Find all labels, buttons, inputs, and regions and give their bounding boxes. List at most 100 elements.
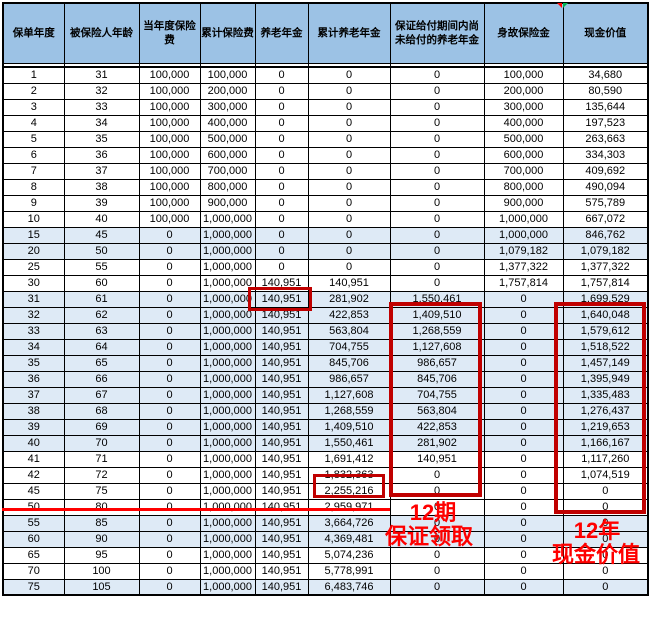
cell-pension-annuity: 140,951 [254, 322, 309, 340]
table-row: 60 90 0 1,000,000 140,951 4,369,481 0 0 0 [2, 530, 649, 548]
cell-cumulative-pension-annuity: 0 [307, 114, 391, 132]
cell-policy-year: 7 [2, 162, 65, 180]
cell-cumulative-premium: 1,000,000 [199, 242, 256, 260]
cell-guaranteed-unpaid-annuity: 0 [389, 146, 485, 164]
cell-cumulative-premium: 1,000,000 [199, 338, 256, 356]
cell-annual-premium: 0 [138, 482, 201, 500]
cell-cumulative-pension-annuity: 0 [307, 162, 391, 180]
cell-cumulative-pension-annuity: 1,691,412 [307, 450, 391, 468]
cell-pension-annuity: 140,951 [254, 466, 309, 484]
cell-cumulative-pension-annuity: 3,664,726 [307, 514, 391, 532]
cell-insured-age: 68 [63, 402, 140, 420]
cell-guaranteed-unpaid-annuity: 1,127,608 [389, 338, 485, 356]
table-row: 7 37 100,000 700,000 0 0 0 700,000 409,692 [2, 162, 649, 180]
table-row: 5 35 100,000 500,000 0 0 0 500,000 263,663 [2, 130, 649, 148]
cell-insured-age: 64 [63, 338, 140, 356]
cell-cumulative-pension-annuity: 1,268,559 [307, 402, 391, 420]
cell-guaranteed-unpaid-annuity: 281,902 [389, 434, 485, 452]
cell-cumulative-premium: 1,000,000 [199, 578, 256, 596]
cell-guaranteed-unpaid-annuity: 0 [389, 466, 485, 484]
cell-death-benefit: 0 [483, 434, 564, 452]
cell-guaranteed-unpaid-annuity: 0 [389, 530, 485, 548]
cell-cash-value: 1,579,612 [562, 322, 649, 340]
cell-cumulative-pension-annuity: 5,074,236 [307, 546, 391, 564]
cell-death-benefit: 0 [483, 386, 564, 404]
cell-cumulative-pension-annuity: 704,755 [307, 338, 391, 356]
cell-policy-year: 60 [2, 530, 65, 548]
cell-insured-age: 100 [63, 562, 140, 580]
cell-death-benefit: 0 [483, 530, 564, 548]
cell-cumulative-pension-annuity: 4,369,481 [307, 530, 391, 548]
cell-insured-age: 31 [63, 66, 140, 84]
cell-guaranteed-unpaid-annuity: 422,853 [389, 418, 485, 436]
table-row: 70 100 0 1,000,000 140,951 5,778,991 0 0 0 [2, 562, 649, 580]
cell-pension-annuity: 0 [254, 66, 309, 84]
cell-policy-year: 39 [2, 418, 65, 436]
column-header-policy-year: 保单年度 [2, 2, 65, 64]
cell-cumulative-premium: 1,000,000 [199, 546, 256, 564]
cell-annual-premium: 0 [138, 386, 201, 404]
cell-cumulative-pension-annuity: 563,804 [307, 322, 391, 340]
cell-cumulative-premium: 1,000,000 [199, 258, 256, 276]
cell-insured-age: 67 [63, 386, 140, 404]
cell-insured-age: 71 [63, 450, 140, 468]
cell-annual-premium: 0 [138, 338, 201, 356]
cell-cumulative-premium: 1,000,000 [199, 418, 256, 436]
cell-guaranteed-unpaid-annuity: 0 [389, 242, 485, 260]
cell-policy-year: 75 [2, 578, 65, 596]
cell-guaranteed-unpaid-annuity: 0 [389, 210, 485, 228]
cell-pension-annuity: 140,951 [254, 418, 309, 436]
cell-insured-age: 33 [63, 98, 140, 116]
cell-death-benefit: 1,377,322 [483, 258, 564, 276]
cell-policy-year: 36 [2, 370, 65, 388]
cell-pension-annuity: 140,951 [254, 370, 309, 388]
cell-policy-year: 32 [2, 306, 65, 324]
cell-guaranteed-unpaid-annuity: 986,657 [389, 354, 485, 372]
cell-insured-age: 69 [63, 418, 140, 436]
cell-cumulative-pension-annuity: 1,832,363 [307, 466, 391, 484]
cell-cash-value: 0 [562, 514, 649, 532]
cell-pension-annuity: 0 [254, 114, 309, 132]
cell-policy-year: 55 [2, 514, 65, 532]
cell-insured-age: 80 [63, 498, 140, 516]
cell-cash-value: 846,762 [562, 226, 649, 244]
table-row: 50 80 0 1,000,000 140,951 2,959,971 0 0 0 [2, 498, 649, 516]
cell-cumulative-premium: 1,000,000 [199, 450, 256, 468]
cell-insured-age: 61 [63, 290, 140, 308]
cell-insured-age: 72 [63, 466, 140, 484]
cell-death-benefit: 0 [483, 354, 564, 372]
cell-insured-age: 105 [63, 578, 140, 596]
cell-death-benefit: 1,000,000 [483, 226, 564, 244]
cell-death-benefit: 0 [483, 514, 564, 532]
cell-cumulative-pension-annuity: 0 [307, 82, 391, 100]
table-row: 4 34 100,000 400,000 0 0 0 400,000 197,523 [2, 114, 649, 132]
cell-cash-value: 0 [562, 546, 649, 564]
cell-cash-value: 1,757,814 [562, 274, 649, 292]
cell-cumulative-premium: 1,000,000 [199, 514, 256, 532]
cell-guaranteed-unpaid-annuity: 0 [389, 258, 485, 276]
cell-policy-year: 42 [2, 466, 65, 484]
cell-pension-annuity: 140,951 [254, 546, 309, 564]
cell-annual-premium: 0 [138, 514, 201, 532]
cell-cumulative-pension-annuity: 0 [307, 242, 391, 260]
cell-death-benefit: 0 [483, 370, 564, 388]
cell-insured-age: 39 [63, 194, 140, 212]
cell-cash-value: 1,219,653 [562, 418, 649, 436]
cell-cumulative-premium: 1,000,000 [199, 530, 256, 548]
cell-insured-age: 45 [63, 226, 140, 244]
cell-cumulative-premium: 900,000 [199, 194, 256, 212]
cell-insured-age: 38 [63, 178, 140, 196]
table-row: 3 33 100,000 300,000 0 0 0 300,000 135,644 [2, 98, 649, 116]
cell-death-benefit: 0 [483, 562, 564, 580]
cell-guaranteed-unpaid-annuity: 140,951 [389, 450, 485, 468]
cell-cash-value: 1,699,529 [562, 290, 649, 308]
cell-cash-value: 1,117,260 [562, 450, 649, 468]
cell-insured-age: 66 [63, 370, 140, 388]
cell-death-benefit: 0 [483, 450, 564, 468]
cell-guaranteed-unpaid-annuity: 704,755 [389, 386, 485, 404]
spacer-row [2, 62, 649, 68]
cell-insured-age: 95 [63, 546, 140, 564]
cell-policy-year: 33 [2, 322, 65, 340]
cell-policy-year: 15 [2, 226, 65, 244]
cell-insured-age: 36 [63, 146, 140, 164]
